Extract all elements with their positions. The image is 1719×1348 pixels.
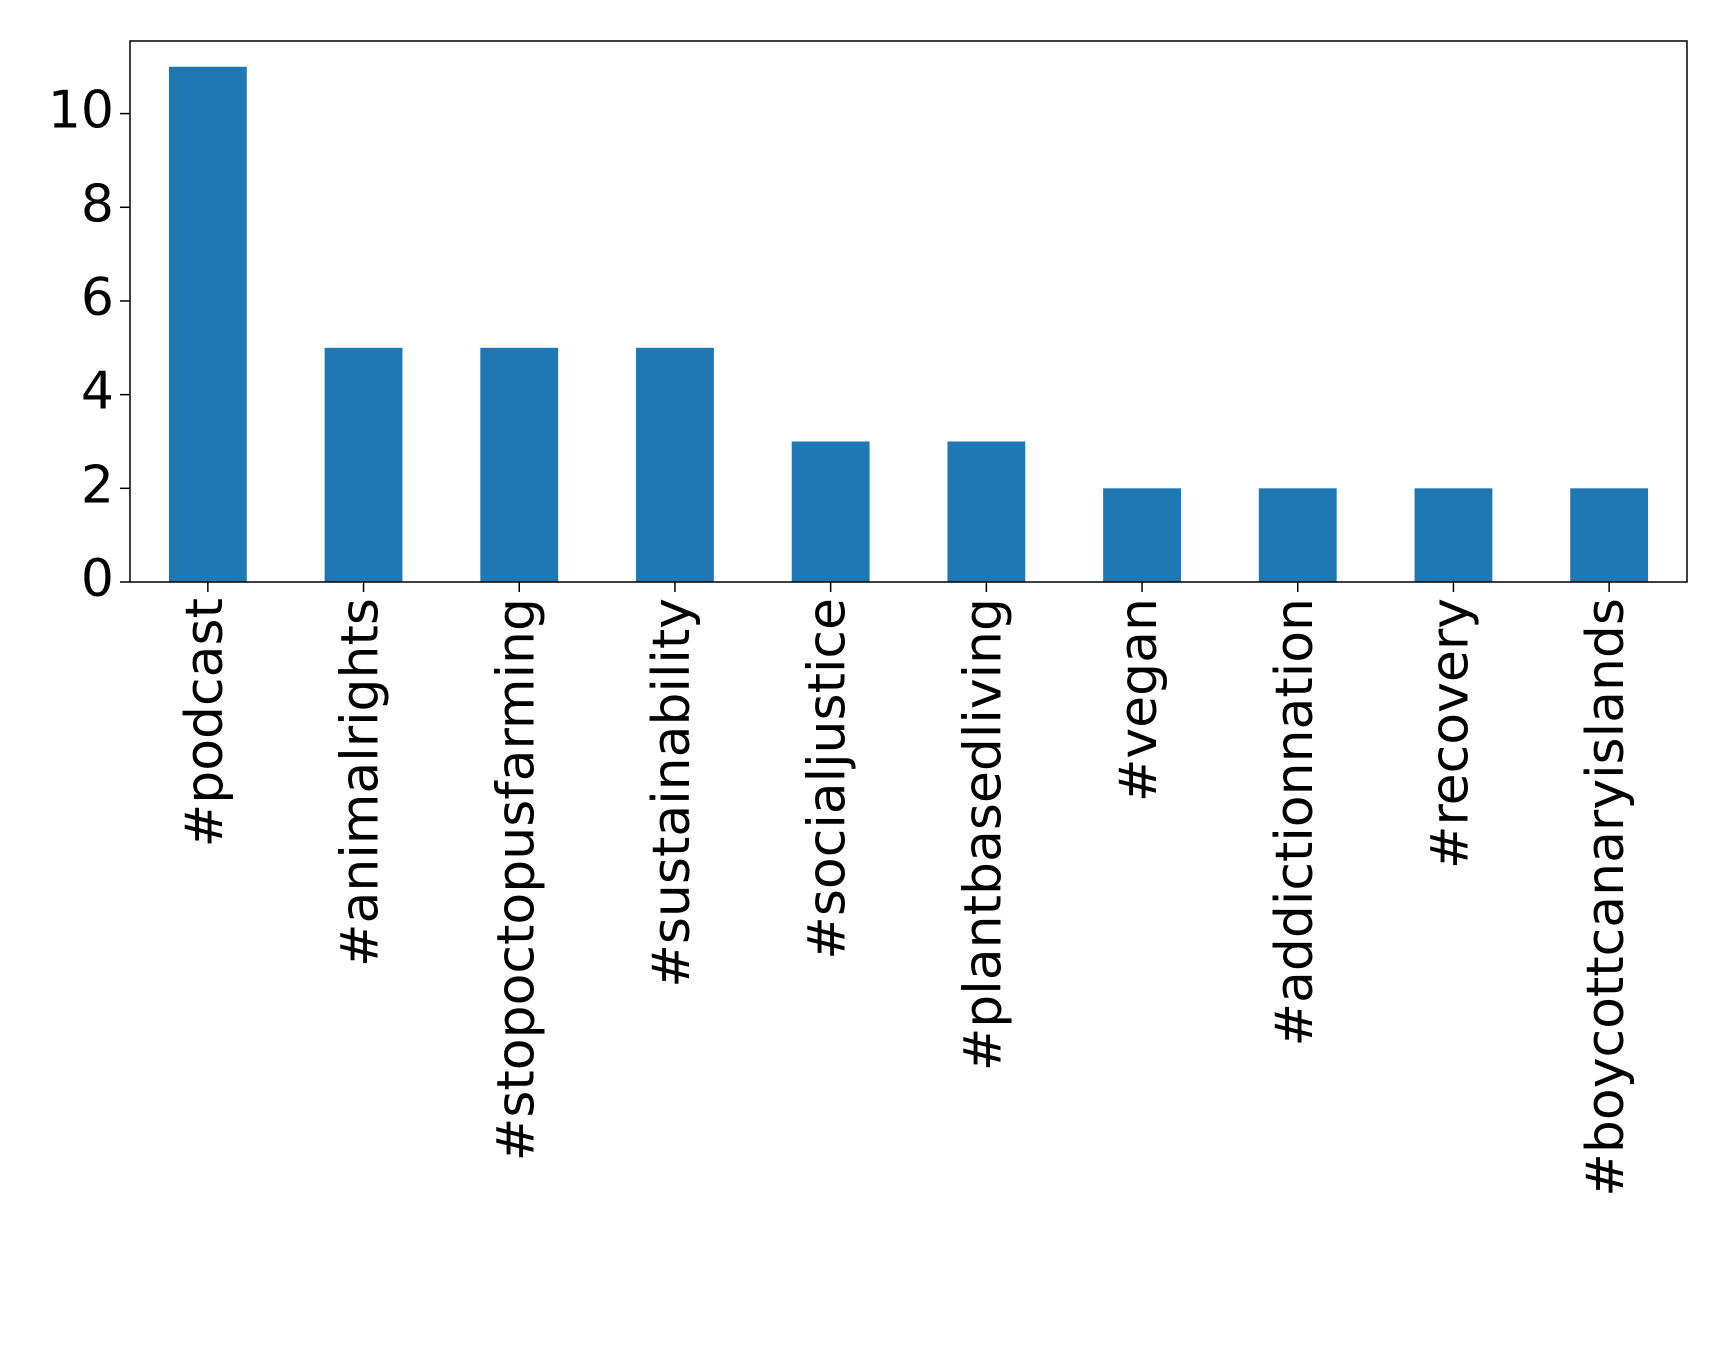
y-tick-label: 8 [81, 174, 114, 234]
x-tick-label: #recovery [1420, 598, 1480, 869]
y-tick-label: 2 [81, 455, 114, 515]
bar [791, 441, 870, 582]
x-tick-label: #podcast [175, 598, 235, 847]
x-tick-label: #plantbasedliving [953, 598, 1013, 1071]
bar [1103, 488, 1181, 582]
bar [636, 347, 714, 582]
x-tick-label: #boycottcanaryislands [1576, 598, 1636, 1197]
bar [947, 441, 1026, 582]
bar [480, 347, 559, 582]
y-tick-label: 6 [81, 268, 114, 328]
y-tick-label: 0 [81, 549, 114, 609]
y-tick-label: 10 [48, 81, 114, 141]
bar [324, 347, 403, 582]
x-tick-label: #animalrights [331, 598, 391, 967]
bar [1258, 488, 1337, 582]
bar [168, 66, 247, 582]
bar [1570, 488, 1649, 582]
plot-frame [129, 40, 1688, 583]
y-tick-label: 4 [81, 362, 114, 422]
x-tick-label: #socialjustice [798, 598, 858, 960]
bar [1414, 488, 1493, 582]
x-tick-label: #stopoctopusfarming [486, 598, 546, 1161]
x-tick-label: #sustainability [642, 598, 702, 988]
x-tick-label: #vegan [1109, 598, 1169, 802]
x-tick-label: #addictionnation [1265, 598, 1325, 1047]
